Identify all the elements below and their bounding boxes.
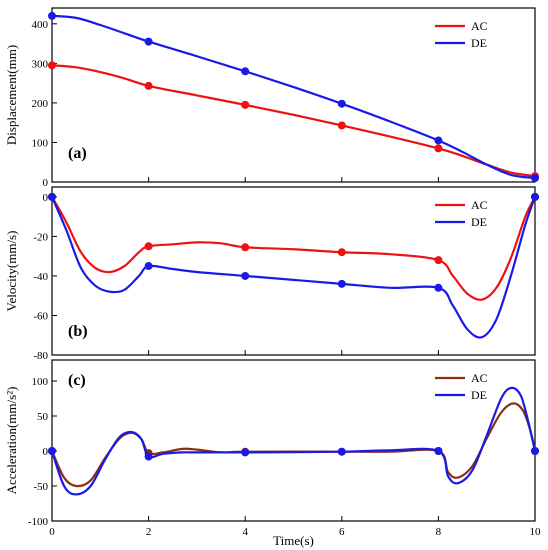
y-tick-label: 0 xyxy=(43,446,49,458)
y-tick-label: -80 xyxy=(33,350,48,362)
plot-frame xyxy=(51,186,536,356)
data-point xyxy=(434,447,443,455)
y-tick-label: -100 xyxy=(28,516,49,528)
series-line-de xyxy=(50,196,537,339)
y-tick-label: 100 xyxy=(32,376,49,388)
panel-tag: (a) xyxy=(68,145,87,162)
x-tick-label: 6 xyxy=(339,526,345,538)
data-point xyxy=(241,448,250,457)
y-tick-label: 200 xyxy=(32,98,49,110)
panel-tag: (b) xyxy=(68,323,88,340)
legend-label: AC xyxy=(471,198,488,212)
legend-label: DE xyxy=(471,36,487,50)
x-tick-label: 8 xyxy=(436,526,442,538)
data-point xyxy=(434,256,443,265)
data-point xyxy=(241,271,250,280)
panel-1: 0 100 200 300 400 Displacement(mm) AC DE (a) xyxy=(4,7,539,189)
series-line-ac xyxy=(51,64,536,178)
y-tick-label: 300 xyxy=(32,58,49,70)
series-line-ac xyxy=(50,402,537,488)
panel-2: 0 -20 -40 -60 -80 Velocity(mm/s) AC DE (b) xyxy=(4,186,539,362)
y-tick-label: -40 xyxy=(33,271,48,283)
data-point xyxy=(48,61,56,70)
data-point xyxy=(144,81,153,90)
data-point xyxy=(337,279,346,288)
series-line-ac xyxy=(51,196,536,301)
data-point xyxy=(48,447,56,455)
data-point xyxy=(337,248,346,257)
y-axis-title: Velocity(mm/s) xyxy=(4,231,19,312)
legend-label: DE xyxy=(471,388,487,402)
legend-label: DE xyxy=(471,215,487,229)
x-axis-title: Time(s) xyxy=(273,533,314,548)
data-point xyxy=(144,262,153,271)
data-point xyxy=(144,452,153,461)
data-point xyxy=(144,242,153,251)
panel-tag: (c) xyxy=(68,372,86,389)
legend-label: AC xyxy=(471,19,488,33)
y-axis-title: Displacement(mm) xyxy=(4,45,19,145)
y-tick-label: 0 xyxy=(43,177,49,189)
series-line-de xyxy=(50,386,537,496)
legend-label: AC xyxy=(471,371,488,385)
data-point xyxy=(434,144,443,153)
data-point xyxy=(531,192,539,201)
x-tick-label: 4 xyxy=(242,526,248,538)
data-point xyxy=(531,447,539,455)
y-tick-label: 100 xyxy=(32,137,49,149)
y-tick-label: 0 xyxy=(43,192,49,204)
y-tick-label: 50 xyxy=(37,411,49,423)
plot-frame xyxy=(51,359,536,522)
data-point xyxy=(241,67,250,76)
data-point xyxy=(241,243,250,252)
data-point xyxy=(48,11,56,20)
data-point xyxy=(531,174,539,183)
y-axis-title: Acceleration(mm/s²) xyxy=(4,387,19,495)
y-tick-label: -50 xyxy=(33,481,48,493)
x-tick-label: 10 xyxy=(530,526,542,538)
data-point xyxy=(48,192,56,201)
y-tick-label: 400 xyxy=(32,19,49,31)
data-point xyxy=(337,99,346,108)
data-point xyxy=(241,100,250,109)
plot-frame xyxy=(51,7,536,183)
series-line-de xyxy=(51,14,536,180)
y-tick-label: -60 xyxy=(33,310,48,322)
data-point xyxy=(337,121,346,130)
x-tick-label: 0 xyxy=(49,526,55,538)
y-tick-label: -20 xyxy=(33,231,48,243)
data-point xyxy=(434,136,443,145)
data-point xyxy=(434,283,443,292)
x-tick-label: 2 xyxy=(146,526,152,538)
data-point xyxy=(144,37,153,46)
data-point xyxy=(337,447,346,456)
